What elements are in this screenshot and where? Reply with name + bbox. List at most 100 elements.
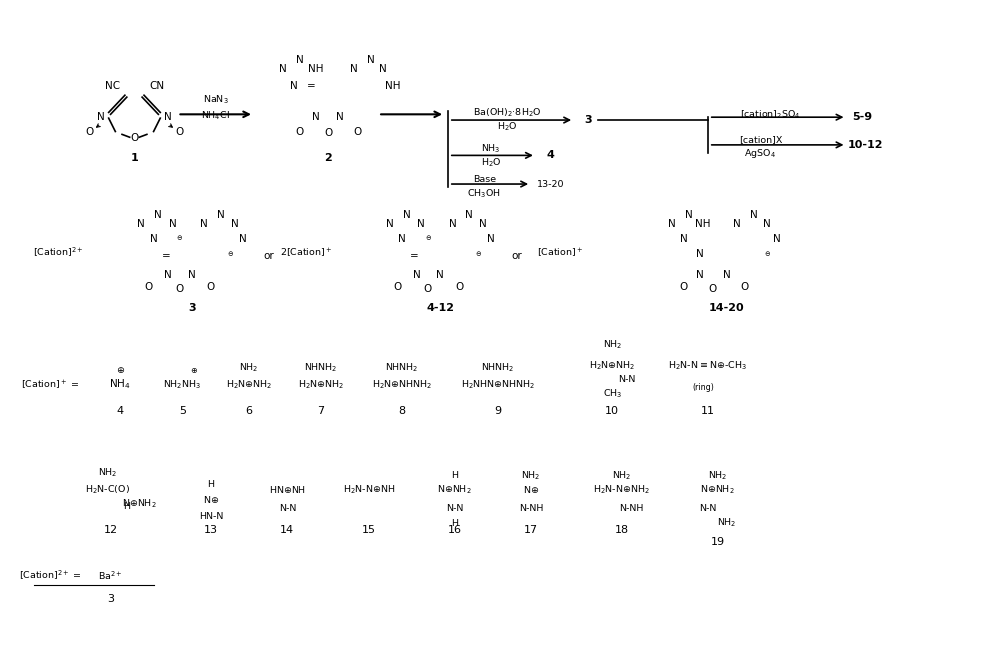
Text: O: O xyxy=(680,282,688,292)
Text: [cation]$_2$SO$_4$: [cation]$_2$SO$_4$ xyxy=(740,108,800,121)
Text: H$_2$O: H$_2$O xyxy=(481,157,501,169)
Text: NH$_2$: NH$_2$ xyxy=(612,469,632,482)
Text: 5-9: 5-9 xyxy=(853,112,873,122)
Text: N: N xyxy=(336,112,344,122)
Text: 19: 19 xyxy=(710,537,724,547)
Text: $^\ominus$: $^\ominus$ xyxy=(763,251,771,260)
Text: N: N xyxy=(750,209,758,219)
Text: H$_2$N$\oplus$NH$_2$: H$_2$N$\oplus$NH$_2$ xyxy=(589,360,635,372)
Text: 4: 4 xyxy=(546,150,554,160)
Text: N$\oplus$: N$\oplus$ xyxy=(523,484,539,495)
Text: CH$_3$: CH$_3$ xyxy=(603,388,622,400)
Text: HN-N: HN-N xyxy=(199,512,223,521)
Text: N$\oplus$NH$_2$: N$\oplus$NH$_2$ xyxy=(122,498,157,510)
Text: NH: NH xyxy=(385,81,400,91)
Text: N: N xyxy=(164,112,172,122)
Text: Base: Base xyxy=(473,175,496,184)
Text: NH$_4$: NH$_4$ xyxy=(109,378,131,392)
Text: H: H xyxy=(123,502,130,512)
Text: O: O xyxy=(296,127,304,137)
Text: N: N xyxy=(169,219,177,229)
Text: NH$_2$: NH$_2$ xyxy=(98,466,117,479)
Text: NH$_4$Cl: NH$_4$Cl xyxy=(201,110,230,123)
Text: N-N: N-N xyxy=(279,504,296,513)
Text: N-N: N-N xyxy=(699,504,717,513)
Text: 16: 16 xyxy=(448,525,462,535)
Text: (ring): (ring) xyxy=(692,383,714,392)
Text: 2[Cation]$^+$: 2[Cation]$^+$ xyxy=(280,246,333,259)
Text: N: N xyxy=(164,269,172,279)
Text: [Cation]$^{2+}$ =: [Cation]$^{2+}$ = xyxy=(19,569,82,582)
Text: NH$_2$: NH$_2$ xyxy=(603,338,622,351)
Text: 14-20: 14-20 xyxy=(709,303,745,313)
Text: or: or xyxy=(263,251,274,261)
Text: NH: NH xyxy=(695,219,711,229)
Text: N: N xyxy=(398,234,406,244)
Text: CN: CN xyxy=(149,81,164,91)
Text: NH$_2$: NH$_2$ xyxy=(521,469,541,482)
Text: O: O xyxy=(175,127,183,137)
Text: 2: 2 xyxy=(325,153,332,163)
Text: N: N xyxy=(436,269,444,279)
Text: N: N xyxy=(379,65,387,75)
Text: =: = xyxy=(162,251,170,261)
Text: NHNH$_2$: NHNH$_2$ xyxy=(304,361,337,374)
Text: N: N xyxy=(668,219,675,229)
Text: NH$_2$: NH$_2$ xyxy=(708,469,727,482)
Text: O: O xyxy=(455,282,464,292)
Text: O: O xyxy=(709,284,717,294)
Text: H: H xyxy=(451,518,458,528)
Text: N: N xyxy=(200,219,208,229)
Text: $\oplus$: $\oplus$ xyxy=(116,366,125,376)
Text: O: O xyxy=(175,284,183,294)
Text: O: O xyxy=(85,127,94,137)
Text: N: N xyxy=(386,219,393,229)
Text: N-N: N-N xyxy=(446,504,463,513)
Text: $\oplus$: $\oplus$ xyxy=(190,366,198,375)
Text: 5: 5 xyxy=(179,406,186,416)
Text: $^\ominus$: $^\ominus$ xyxy=(424,235,432,244)
Text: N: N xyxy=(487,234,495,244)
Text: Ba$^{2+}$: Ba$^{2+}$ xyxy=(98,570,123,582)
Text: NC: NC xyxy=(105,81,120,91)
Text: H$_2$N-N$\oplus$NH: H$_2$N-N$\oplus$NH xyxy=(343,484,395,496)
Text: HN$\oplus$NH: HN$\oplus$NH xyxy=(269,484,306,495)
Text: N: N xyxy=(413,269,420,279)
Text: $^\ominus$: $^\ominus$ xyxy=(175,235,184,244)
Text: N: N xyxy=(403,209,411,219)
Text: N: N xyxy=(279,65,286,75)
Text: N: N xyxy=(231,219,239,229)
Text: N: N xyxy=(239,234,246,244)
Text: H$_2$N-C(O): H$_2$N-C(O) xyxy=(85,484,130,496)
Text: 1: 1 xyxy=(131,153,138,163)
Text: N: N xyxy=(465,209,473,219)
Text: or: or xyxy=(511,251,522,261)
Text: H$_2$N$\oplus$NH$_2$: H$_2$N$\oplus$NH$_2$ xyxy=(226,378,272,391)
Text: H$_2$NHN$\oplus$NHNH$_2$: H$_2$NHN$\oplus$NHNH$_2$ xyxy=(461,378,535,391)
Text: 3: 3 xyxy=(585,115,592,125)
Text: NH$_2$: NH$_2$ xyxy=(717,517,737,530)
Text: N: N xyxy=(680,234,688,244)
Text: N: N xyxy=(217,209,224,219)
Text: 3: 3 xyxy=(107,594,114,604)
Text: N$\oplus$NH$_2$: N$\oplus$NH$_2$ xyxy=(437,484,472,496)
Text: 13-20: 13-20 xyxy=(536,179,564,189)
Text: H$_2$N$\oplus$NH$_2$: H$_2$N$\oplus$NH$_2$ xyxy=(298,378,344,391)
Text: =: = xyxy=(307,81,316,91)
Text: CH$_3$OH: CH$_3$OH xyxy=(467,187,501,200)
Text: [Cation]$^+$ =: [Cation]$^+$ = xyxy=(21,378,80,391)
Text: N-NH: N-NH xyxy=(519,504,543,513)
Text: N-NH: N-NH xyxy=(619,504,644,513)
Text: N: N xyxy=(367,55,374,65)
Text: N: N xyxy=(154,209,162,219)
Text: 14: 14 xyxy=(280,525,294,535)
Text: 10-12: 10-12 xyxy=(848,140,883,150)
Text: N: N xyxy=(685,209,693,219)
Text: O: O xyxy=(740,282,748,292)
Text: N: N xyxy=(479,219,487,229)
Text: NHNH$_2$: NHNH$_2$ xyxy=(481,361,514,374)
Text: H$_2$O: H$_2$O xyxy=(497,121,517,133)
Text: NH$_2$NH$_3$: NH$_2$NH$_3$ xyxy=(163,378,201,391)
Text: N$\oplus$: N$\oplus$ xyxy=(203,494,219,505)
Text: H: H xyxy=(451,471,458,480)
